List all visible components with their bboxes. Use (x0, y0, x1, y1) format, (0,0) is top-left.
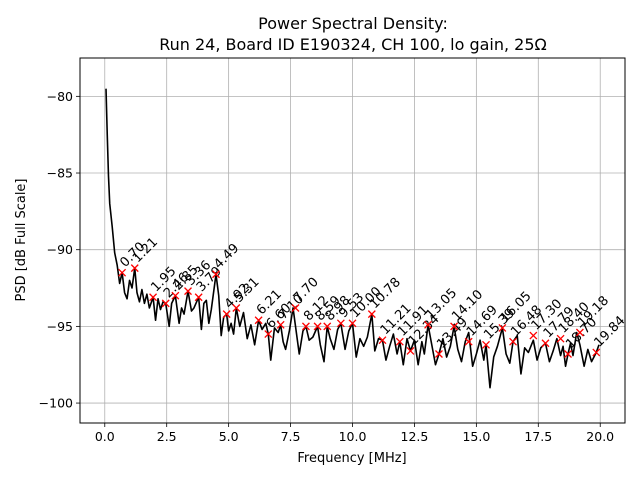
peak-marker (395, 337, 404, 346)
peak-marker (450, 322, 459, 331)
peak-marker (276, 320, 285, 329)
peak-marker (184, 287, 192, 296)
peak-marker (348, 319, 357, 328)
peak-marker (149, 293, 158, 302)
peak-markers: 0.701.211.952.462.853.363.794.494.925.31… (117, 235, 628, 358)
x-tick-label: 15.0 (462, 429, 490, 444)
peak-marker (541, 339, 550, 348)
y-tick-label: −85 (47, 166, 73, 181)
peak-marker (118, 268, 127, 277)
x-tick-label: 10.0 (339, 429, 367, 444)
peak-marker (161, 299, 170, 308)
peak-marker (212, 270, 220, 279)
y-axis-label: PSD [dB Full Scale] (14, 178, 29, 301)
grid (80, 58, 625, 423)
spectrum-line (105, 88, 600, 389)
peak-marker (313, 322, 322, 331)
peak-marker (498, 323, 507, 332)
peak-marker (254, 316, 263, 325)
peak-marker (482, 340, 490, 349)
peak-marker (130, 264, 139, 273)
peak-marker (575, 328, 584, 337)
peak-label: 4.49 (211, 241, 242, 272)
peak-marker (592, 348, 601, 357)
peak-marker (564, 350, 572, 358)
chart-title-line1: Power Spectral Density: (258, 14, 448, 33)
x-axis-ticks: 0.0 2.5 5.0 7.5 10.0 12.5 15.0 17.5 20.0 (95, 423, 614, 444)
peak-marker (232, 304, 241, 312)
y-tick-label: −90 (47, 242, 73, 257)
peak-marker (509, 337, 517, 346)
peak-marker (222, 310, 231, 319)
chart-title-line2: Run 24, Board ID E190324, CH 100, lo gai… (159, 35, 547, 54)
x-tick-label: 17.5 (524, 429, 552, 444)
peak-marker (367, 310, 376, 319)
peak-marker (434, 350, 443, 358)
peak-marker (336, 319, 345, 328)
y-tick-label: −95 (47, 319, 73, 334)
x-tick-label: 2.5 (157, 429, 177, 444)
x-axis-label: Frequency [MHz] (297, 451, 406, 466)
peak-marker (406, 346, 415, 355)
x-tick-label: 20.0 (586, 429, 614, 444)
peak-marker (301, 322, 310, 331)
peak-marker (291, 304, 300, 312)
peak-label: 5.31 (232, 275, 263, 306)
peak-marker (378, 336, 387, 345)
x-tick-label: 0.0 (95, 429, 115, 444)
peak-marker (194, 293, 203, 302)
axes-frame (79, 57, 626, 424)
peak-label: 1.21 (130, 235, 161, 266)
x-tick-label: 5.0 (219, 429, 239, 444)
peak-marker (424, 320, 433, 329)
y-tick-label: −100 (39, 396, 73, 411)
y-tick-label: −80 (47, 89, 73, 104)
peak-marker (323, 322, 332, 331)
peak-marker (556, 334, 565, 343)
peak-marker (529, 331, 538, 340)
peak-marker (171, 291, 180, 300)
peak-marker (464, 337, 473, 346)
y-axis-ticks: −100 −95 −90 −85 −80 (39, 89, 80, 411)
x-tick-label: 12.5 (401, 429, 429, 444)
peak-marker (264, 330, 273, 339)
x-tick-label: 7.5 (281, 429, 301, 444)
